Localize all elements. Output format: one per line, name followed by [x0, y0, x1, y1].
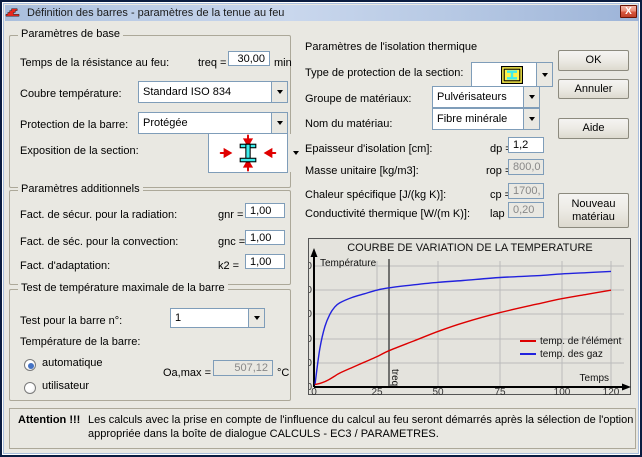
svg-text:25: 25 — [371, 387, 383, 396]
svg-text:temp. de l'élément: temp. de l'élément — [540, 336, 622, 347]
svg-text:200: 200 — [309, 358, 312, 369]
svg-text:100: 100 — [554, 387, 571, 396]
svg-text:400: 400 — [309, 334, 312, 345]
svg-text:800: 800 — [309, 285, 312, 296]
svg-text:Température: Température — [320, 258, 377, 269]
svg-text:600: 600 — [309, 309, 312, 320]
svg-text:50: 50 — [432, 387, 444, 396]
svg-text:75: 75 — [494, 387, 506, 396]
svg-text:1000: 1000 — [309, 261, 312, 272]
svg-text:treq: treq — [389, 369, 400, 386]
svg-text:120: 120 — [603, 387, 620, 396]
svg-text:temp. des gaz: temp. des gaz — [540, 349, 603, 360]
svg-text:COURBE DE VARIATION DE LA TEMP: COURBE DE VARIATION DE LA TEMPERATURE — [347, 242, 593, 254]
svg-text:Temps: Temps — [580, 373, 609, 384]
svg-text:0: 0 — [311, 387, 317, 396]
